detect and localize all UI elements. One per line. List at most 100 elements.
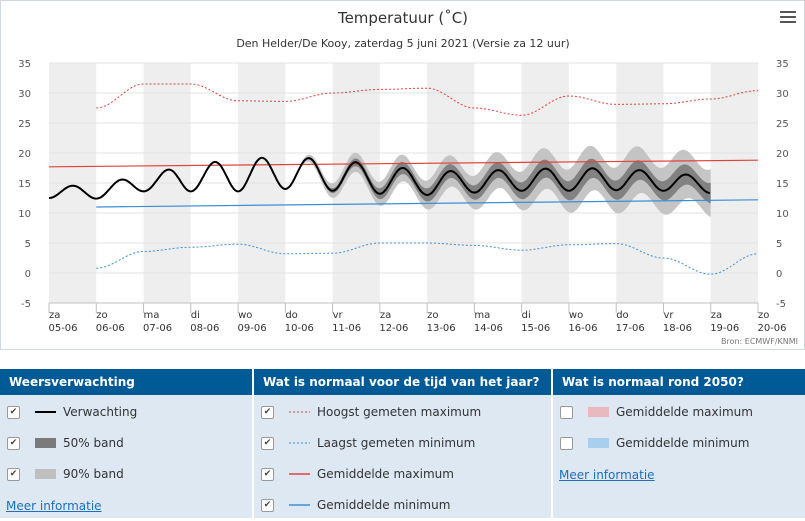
x-tick-day-label: ma bbox=[144, 310, 160, 321]
y-tick-label-right: 25 bbox=[776, 119, 789, 130]
checkbox[interactable]: ✔ bbox=[7, 468, 20, 481]
x-tick-day-label: zo bbox=[427, 310, 438, 321]
x-tick-date-label: 10-06 bbox=[285, 323, 314, 334]
x-tick-date-label: 18-06 bbox=[663, 323, 692, 334]
x-tick-day-label: wo bbox=[569, 310, 583, 321]
legend-item-label: Hoogst gemeten maximum bbox=[317, 405, 482, 419]
red-line-swatch-icon bbox=[289, 473, 310, 475]
x-tick-day-label: ma bbox=[474, 310, 490, 321]
x-tick-date-label: 09-06 bbox=[238, 323, 267, 334]
y-tick-label-right: 35 bbox=[776, 59, 789, 70]
y-tick-label-right: 15 bbox=[776, 179, 789, 190]
x-tick-day-label: di bbox=[191, 310, 200, 321]
checkbox[interactable]: ✔ bbox=[7, 437, 20, 450]
light-blue-swatch-icon bbox=[588, 438, 609, 448]
legend-normal-header: Wat is normaal voor de tijd van het jaar… bbox=[254, 369, 551, 395]
legend-item-label: Gemiddelde maximum bbox=[616, 405, 753, 419]
x-tick-date-label: 11-06 bbox=[332, 323, 361, 334]
hamburger-menu-icon[interactable] bbox=[780, 11, 796, 26]
series-line-gemiddelde-minimum bbox=[96, 199, 759, 208]
y-tick-label-right: 0 bbox=[776, 269, 782, 280]
temperature-chart: Temperatuur (˚C) Den Helder/De Kooy, zate… bbox=[18, 9, 798, 346]
checkbox[interactable] bbox=[560, 437, 573, 450]
x-tick-date-label: 14-06 bbox=[474, 323, 503, 334]
legend-forecast-panel: Weersverwachting ✔ Verwachting ✔ 50% ban… bbox=[0, 369, 252, 518]
more-info-link[interactable]: Meer informatie bbox=[6, 499, 102, 513]
x-tick-date-label: 17-06 bbox=[616, 323, 645, 334]
checkbox[interactable]: ✔ bbox=[261, 437, 274, 450]
checkbox[interactable]: ✔ bbox=[261, 468, 274, 481]
legend-item-50-band[interactable]: ✔ 50% band bbox=[0, 428, 252, 459]
chart-title: Temperatuur (˚C) bbox=[337, 9, 468, 27]
x-tick-date-label: 15-06 bbox=[521, 323, 550, 334]
red-dotted-line-swatch-icon bbox=[289, 411, 310, 413]
x-tick-day-label: za bbox=[49, 310, 60, 321]
blue-dotted-line-swatch-icon bbox=[289, 442, 310, 444]
x-tick-day-label: do bbox=[285, 310, 297, 321]
x-tick-date-label: 13-06 bbox=[427, 323, 456, 334]
legend-item-label: 90% band bbox=[63, 467, 124, 481]
x-tick-day-label: za bbox=[711, 310, 722, 321]
checkbox[interactable]: ✔ bbox=[261, 499, 274, 512]
legend-forecast-header: Weersverwachting bbox=[0, 369, 252, 395]
chart-area: Temperatuur (˚C) Den Helder/De Kooy, zate… bbox=[0, 0, 805, 350]
x-tick-day-label: vr bbox=[663, 310, 674, 321]
y-tick-label-right: 30 bbox=[776, 89, 789, 100]
x-tick-day-label: za bbox=[380, 310, 391, 321]
legend-item-label: 50% band bbox=[63, 436, 124, 450]
pink-swatch-icon bbox=[588, 407, 609, 417]
x-tick-date-label: 12-06 bbox=[379, 323, 408, 334]
dark-grey-swatch-icon bbox=[35, 438, 56, 448]
legend-item-label: Gemiddelde minimum bbox=[317, 498, 451, 512]
x-tick-date-label: 05-06 bbox=[48, 323, 77, 334]
x-tick-date-label: 16-06 bbox=[568, 323, 597, 334]
y-tick-label-right: 10 bbox=[776, 209, 789, 220]
x-tick-day-label: do bbox=[616, 310, 628, 321]
x-tick-day-label: vr bbox=[333, 310, 344, 321]
blue-line-swatch-icon bbox=[289, 504, 310, 506]
legend-item-verwachting[interactable]: ✔ Verwachting bbox=[0, 397, 252, 428]
legend-2050-panel: Wat is normaal rond 2050? Gemiddelde max… bbox=[553, 369, 805, 518]
x-tick-date-label: 07-06 bbox=[143, 323, 172, 334]
y-tick-label-left: 15 bbox=[18, 179, 31, 190]
legend-item-laagst-gemeten-minimum[interactable]: ✔ Laagst gemeten minimum bbox=[254, 428, 551, 459]
series-line-gemiddelde-maximum bbox=[48, 159, 759, 168]
band-50-band bbox=[285, 156, 711, 204]
legend-item-hoogst-gemeten-maximum[interactable]: ✔ Hoogst gemeten maximum bbox=[254, 397, 551, 428]
y-tick-label-left: 0 bbox=[25, 269, 31, 280]
y-tick-label-left: 30 bbox=[18, 89, 31, 100]
legend-normal-panel: Wat is normaal voor de tijd van het jaar… bbox=[254, 369, 551, 518]
legend-item-2050-gemiddelde-minimum[interactable]: Gemiddelde minimum bbox=[553, 428, 805, 459]
series-line-verwachting bbox=[48, 156, 711, 200]
checkbox[interactable]: ✔ bbox=[261, 406, 274, 419]
y-tick-label-left: 35 bbox=[18, 59, 31, 70]
series-line-hoogst-gemeten-maximum bbox=[96, 83, 759, 116]
legend-item-label: Laagst gemeten minimum bbox=[317, 436, 476, 450]
legend-item-gemiddelde-maximum[interactable]: ✔ Gemiddelde maximum bbox=[254, 459, 551, 490]
y-tick-label-right: 20 bbox=[776, 149, 789, 160]
black-line-swatch-icon bbox=[35, 411, 56, 413]
x-tick-day-label: zo bbox=[758, 310, 769, 321]
legend-item-90-band[interactable]: ✔ 90% band bbox=[0, 459, 252, 490]
x-tick-date-label: 08-06 bbox=[190, 323, 219, 334]
chart-source: Bron: ECMWF/KNMI bbox=[721, 337, 798, 346]
checkbox[interactable] bbox=[560, 406, 573, 419]
y-tick-label-right: -5 bbox=[776, 299, 786, 310]
legend-2050-header: Wat is normaal rond 2050? bbox=[553, 369, 805, 395]
y-tick-label-left: -5 bbox=[21, 299, 31, 310]
legend-item-label: Gemiddelde minimum bbox=[616, 436, 750, 450]
light-grey-swatch-icon bbox=[35, 469, 56, 479]
y-tick-label-left: 25 bbox=[18, 119, 31, 130]
legend-item-gemiddelde-minimum[interactable]: ✔ Gemiddelde minimum bbox=[254, 490, 551, 521]
x-tick-date-label: 06-06 bbox=[96, 323, 125, 334]
checkbox[interactable]: ✔ bbox=[7, 406, 20, 419]
chart-subtitle: Den Helder/De Kooy, zaterdag 5 juni 2021… bbox=[236, 37, 569, 50]
legend-item-label: Verwachting bbox=[63, 405, 138, 419]
x-tick-day-label: wo bbox=[238, 310, 252, 321]
legend-item-2050-gemiddelde-maximum[interactable]: Gemiddelde maximum bbox=[553, 397, 805, 428]
y-tick-label-left: 20 bbox=[18, 149, 31, 160]
x-tick-day-label: di bbox=[522, 310, 531, 321]
x-tick-day-label: zo bbox=[96, 310, 107, 321]
x-tick-date-label: 20-06 bbox=[757, 323, 786, 334]
more-info-link[interactable]: Meer informatie bbox=[559, 468, 655, 482]
